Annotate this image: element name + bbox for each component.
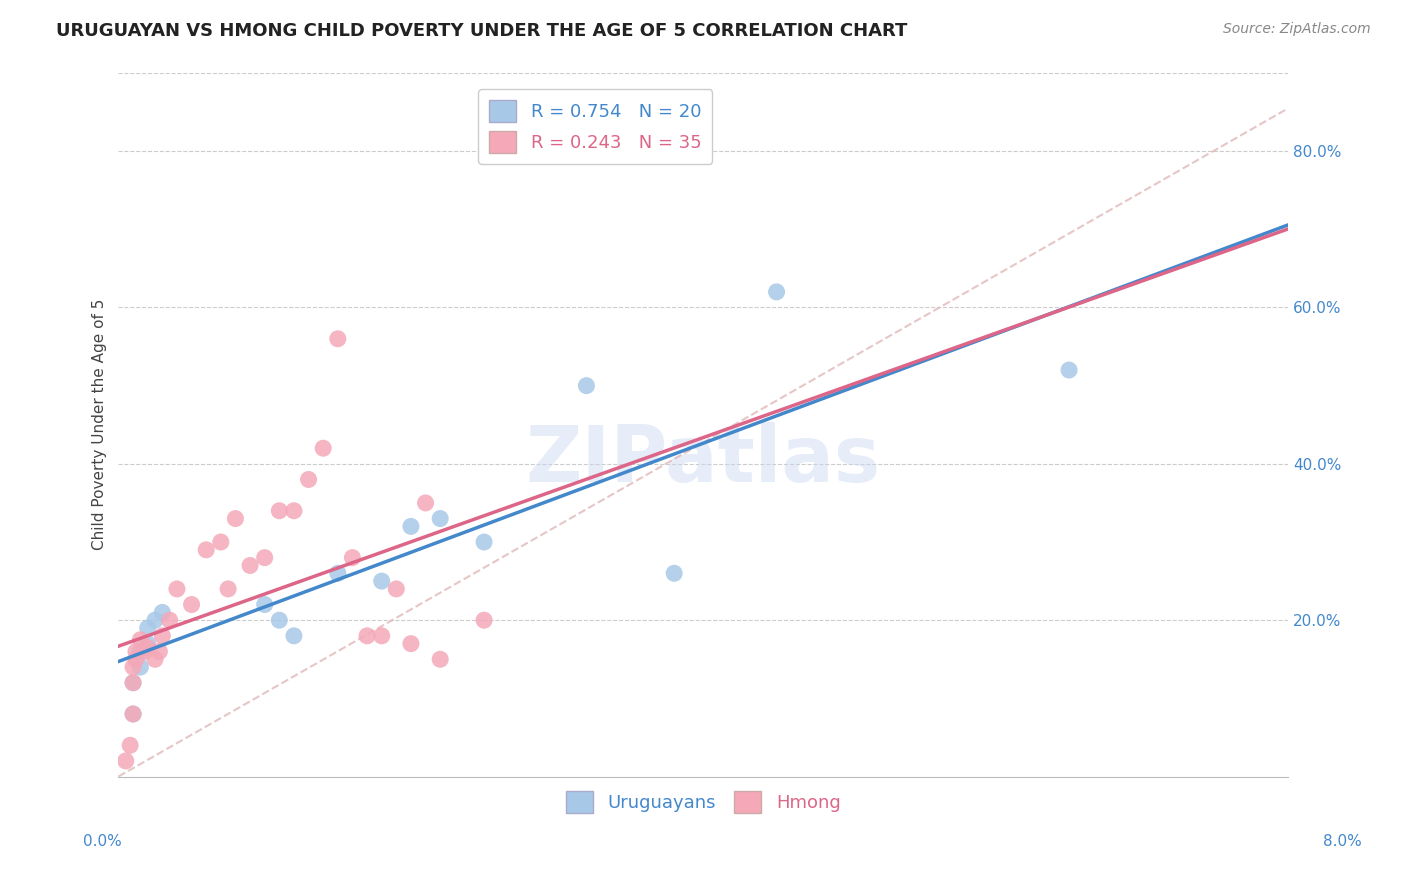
- Point: [356, 629, 378, 643]
- Point: [253, 550, 276, 565]
- Point: [134, 644, 156, 658]
- Point: [125, 652, 148, 666]
- Point: [122, 675, 145, 690]
- Point: [114, 754, 136, 768]
- Point: [209, 535, 232, 549]
- Point: [150, 629, 173, 643]
- Point: [129, 660, 152, 674]
- Point: [472, 613, 495, 627]
- Legend: Uruguayans, Hmong: Uruguayans, Hmong: [560, 784, 848, 821]
- Point: [150, 606, 173, 620]
- Point: [148, 644, 170, 658]
- Point: [415, 496, 437, 510]
- Point: [122, 706, 145, 721]
- Text: URUGUAYAN VS HMONG CHILD POVERTY UNDER THE AGE OF 5 CORRELATION CHART: URUGUAYAN VS HMONG CHILD POVERTY UNDER T…: [56, 22, 908, 40]
- Point: [370, 629, 392, 643]
- Y-axis label: Child Poverty Under the Age of 5: Child Poverty Under the Age of 5: [93, 299, 107, 550]
- Point: [143, 652, 166, 666]
- Point: [136, 621, 159, 635]
- Point: [326, 566, 349, 581]
- Point: [297, 473, 319, 487]
- Point: [217, 582, 239, 596]
- Point: [129, 632, 152, 647]
- Point: [120, 738, 142, 752]
- Point: [283, 504, 305, 518]
- Point: [122, 706, 145, 721]
- Text: Source: ZipAtlas.com: Source: ZipAtlas.com: [1223, 22, 1371, 37]
- Point: [143, 613, 166, 627]
- Point: [385, 582, 408, 596]
- Point: [399, 519, 422, 533]
- Point: [125, 644, 148, 658]
- Point: [269, 613, 291, 627]
- Point: [166, 582, 188, 596]
- Point: [664, 566, 686, 581]
- Point: [326, 332, 349, 346]
- Point: [269, 504, 291, 518]
- Point: [180, 598, 202, 612]
- Point: [159, 613, 181, 627]
- Point: [195, 542, 218, 557]
- Point: [136, 640, 159, 655]
- Point: [429, 652, 451, 666]
- Point: [765, 285, 787, 299]
- Point: [122, 660, 145, 674]
- Point: [370, 574, 392, 588]
- Point: [136, 637, 159, 651]
- Point: [122, 675, 145, 690]
- Point: [129, 644, 152, 658]
- Point: [342, 550, 364, 565]
- Text: 0.0%: 0.0%: [83, 834, 122, 848]
- Point: [312, 441, 335, 455]
- Point: [472, 535, 495, 549]
- Point: [239, 558, 262, 573]
- Point: [253, 598, 276, 612]
- Point: [224, 511, 246, 525]
- Text: 8.0%: 8.0%: [1323, 834, 1362, 848]
- Text: ZIPatlas: ZIPatlas: [526, 422, 882, 498]
- Point: [1057, 363, 1080, 377]
- Point: [283, 629, 305, 643]
- Point: [575, 378, 598, 392]
- Point: [429, 511, 451, 525]
- Point: [399, 637, 422, 651]
